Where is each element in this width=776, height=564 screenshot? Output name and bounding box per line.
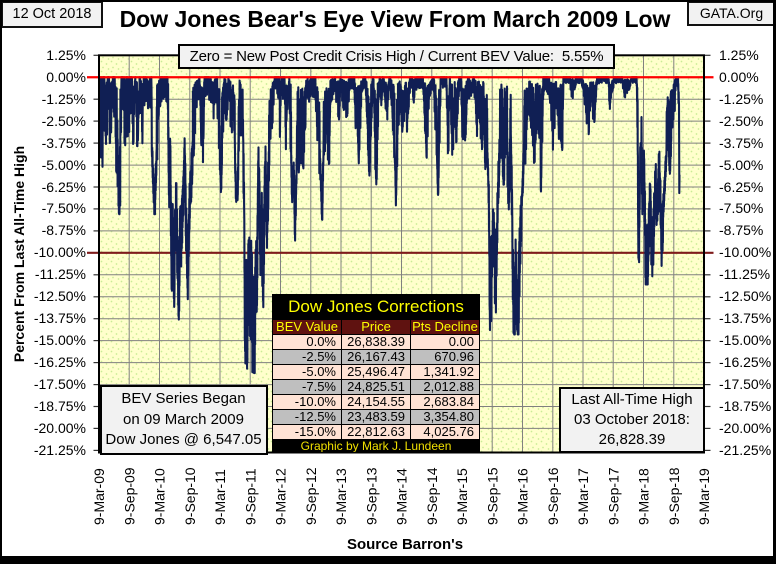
svg-text:9-Mar-10: 9-Mar-10 xyxy=(152,468,168,525)
svg-text:9-Mar-14: 9-Mar-14 xyxy=(394,468,410,525)
svg-text:9-Sep-09: 9-Sep-09 xyxy=(122,467,138,525)
svg-text:9-Sep-14: 9-Sep-14 xyxy=(424,467,440,525)
svg-text:9-Sep-11: 9-Sep-11 xyxy=(242,468,258,525)
svg-text:9-Mar-13: 9-Mar-13 xyxy=(333,468,349,525)
svg-text:9-Mar-17: 9-Mar-17 xyxy=(575,468,591,525)
svg-text:9-Sep-15: 9-Sep-15 xyxy=(484,467,500,525)
svg-text:9-Mar-15: 9-Mar-15 xyxy=(454,468,470,525)
svg-text:9-Sep-13: 9-Sep-13 xyxy=(364,467,380,525)
svg-text:9-Sep-17: 9-Sep-17 xyxy=(606,467,622,525)
svg-text:9-Sep-16: 9-Sep-16 xyxy=(545,467,561,525)
svg-text:9-Sep-12: 9-Sep-12 xyxy=(303,467,319,525)
svg-text:9-Mar-11: 9-Mar-11 xyxy=(212,469,228,525)
svg-text:9-Mar-16: 9-Mar-16 xyxy=(515,468,531,525)
svg-text:9-Mar-18: 9-Mar-18 xyxy=(636,468,652,525)
svg-text:9-Sep-10: 9-Sep-10 xyxy=(182,467,198,525)
svg-text:9-Sep-18: 9-Sep-18 xyxy=(666,467,682,525)
svg-text:9-Mar-12: 9-Mar-12 xyxy=(273,468,289,525)
svg-text:9-Mar-09: 9-Mar-09 xyxy=(91,468,107,525)
svg-text:9-Mar-19: 9-Mar-19 xyxy=(696,468,712,525)
